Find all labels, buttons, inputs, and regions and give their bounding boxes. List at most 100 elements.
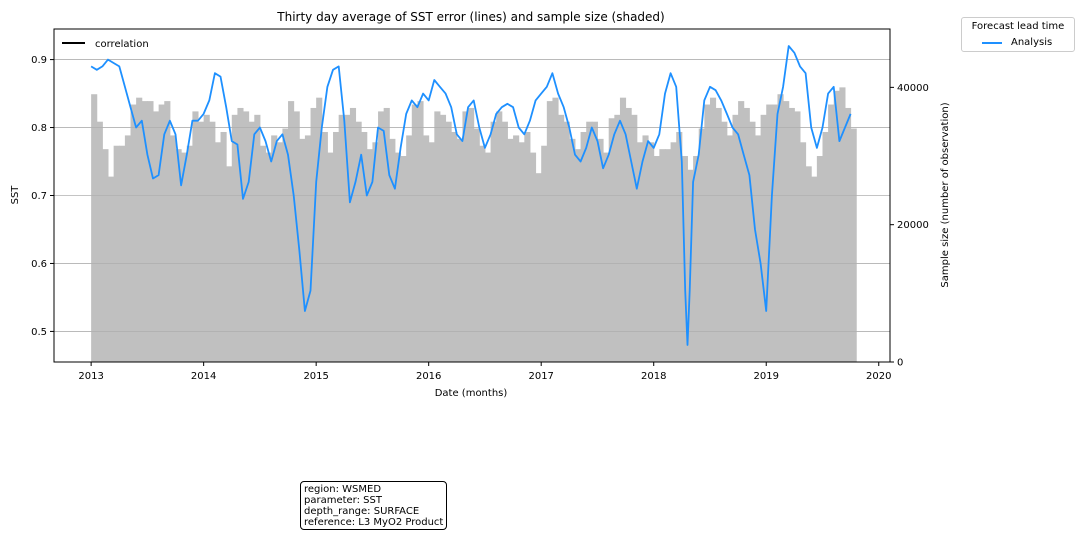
sample-size-bar — [372, 142, 379, 362]
x-tick-label: 2016 — [416, 371, 441, 382]
sample-size-bar — [113, 145, 120, 362]
sample-size-bar — [513, 135, 520, 362]
sample-size-bar — [423, 135, 430, 362]
sample-size-bar — [169, 135, 177, 362]
sample-size-bar — [198, 121, 205, 362]
sample-size-bar — [529, 152, 537, 362]
sample-size-bar — [108, 176, 115, 362]
sample-size-bar — [569, 138, 576, 362]
sample-size-bar — [192, 111, 199, 362]
x-tick-label: 2017 — [528, 371, 553, 382]
sample-size-bar — [462, 111, 469, 362]
sample-size-bar — [265, 152, 272, 362]
y2-tick-label: 40000 — [897, 83, 929, 94]
y-tick-label: 0.6 — [31, 259, 47, 270]
sample-size-bar — [102, 149, 109, 362]
sample-size-bar — [378, 111, 385, 362]
sample-size-bar — [597, 138, 604, 362]
x-tick-label: 2015 — [303, 371, 328, 382]
sample-size-bar — [738, 101, 745, 363]
info-box: region: WSMED parameter: SST depth_range… — [300, 481, 448, 530]
sample-size-bar — [304, 135, 312, 362]
sample-size-bar — [479, 145, 486, 362]
y2-tick-label: 20000 — [897, 220, 929, 231]
y-axis-label: SST — [10, 185, 21, 205]
sample-size-bar — [625, 107, 632, 362]
sample-size-bar — [259, 145, 267, 362]
sample-size-bar — [850, 128, 857, 362]
sample-size-bar — [406, 135, 413, 362]
sample-size-bar — [783, 101, 790, 363]
sample-size-bar — [591, 121, 598, 362]
sample-size-bar — [839, 87, 846, 362]
sample-size-bar — [828, 104, 835, 363]
sample-size-bar — [316, 97, 323, 362]
sample-size-bar — [653, 156, 660, 362]
sample-size-bar — [805, 166, 812, 362]
sample-size-bar — [524, 131, 531, 362]
sample-size-bar — [276, 142, 283, 362]
sample-size-bar — [366, 149, 373, 362]
sample-size-bar — [349, 107, 357, 362]
inner-legend-label: correlation — [95, 39, 149, 50]
inner-legend: correlation — [62, 39, 149, 50]
sample-size-bar — [642, 135, 649, 362]
sample-size-bar — [676, 131, 683, 362]
sample-size-bar — [254, 114, 261, 363]
sample-size-bar — [333, 131, 340, 362]
sample-size-bar — [816, 156, 823, 362]
outer-legend-label-analysis: Analysis — [1011, 37, 1053, 48]
sample-size-bar — [496, 111, 503, 362]
sample-size-bar — [124, 135, 132, 362]
sample-size-bar — [726, 135, 733, 362]
sample-size-bar — [271, 135, 278, 362]
sample-size-bar — [417, 101, 424, 363]
sample-size-bar — [743, 107, 750, 362]
sample-size-bar — [693, 156, 700, 362]
x-tick-label: 2020 — [866, 371, 891, 382]
sample-size-bar — [158, 104, 165, 363]
sample-size-bar — [456, 138, 463, 362]
sample-size-bar — [209, 121, 216, 362]
sample-size-bar — [586, 121, 593, 362]
plot-area: 2013 2014 2015 2016 2017 2018 2019 2020 0.5 0.6 0.… — [31, 28, 929, 382]
sample-size-bar — [563, 121, 570, 362]
sample-size-bar — [327, 152, 334, 362]
sample-size-bar — [175, 149, 182, 362]
x-tick-label: 2014 — [191, 371, 216, 382]
sample-size-bar — [428, 142, 435, 362]
sample-size-bar — [777, 94, 784, 362]
sample-size-bar — [338, 114, 345, 363]
sample-size-bar — [619, 97, 627, 362]
sample-size-bar — [552, 97, 559, 362]
sample-size-bar — [664, 149, 672, 362]
outer-legend-line-analysis — [982, 42, 1002, 44]
sample-size-bar — [288, 101, 295, 363]
outer-legend: Forecast lead time Analysis — [961, 17, 1075, 52]
sample-size-bar — [226, 166, 233, 362]
sample-size-bar — [468, 107, 475, 362]
sample-size-bar — [383, 107, 390, 362]
info-depth-range: depth_range: SURFACE — [304, 506, 420, 517]
sample-size-bar — [293, 111, 300, 362]
sample-size-bar — [659, 149, 666, 362]
sample-size-bar — [439, 114, 447, 363]
sample-size-bar — [490, 121, 497, 362]
sample-size-bar — [451, 131, 458, 362]
sample-size-bar — [282, 128, 289, 362]
sample-size-bar — [96, 121, 103, 362]
sample-size-bar — [704, 104, 711, 363]
sample-size-bar — [484, 152, 492, 362]
sample-size-bar — [147, 101, 154, 363]
x-tick-label: 2018 — [641, 371, 666, 382]
sample-size-bar — [136, 97, 143, 362]
sample-size-bar — [546, 101, 553, 363]
sample-size-bar — [299, 138, 306, 362]
sample-size-bar — [237, 107, 244, 362]
sample-size-bar — [119, 145, 126, 362]
outer-legend-title: Forecast lead time — [971, 21, 1065, 32]
sample-size-bar — [220, 131, 227, 362]
sample-size-bar — [434, 111, 441, 362]
y2-tick-label: 0 — [897, 358, 903, 369]
